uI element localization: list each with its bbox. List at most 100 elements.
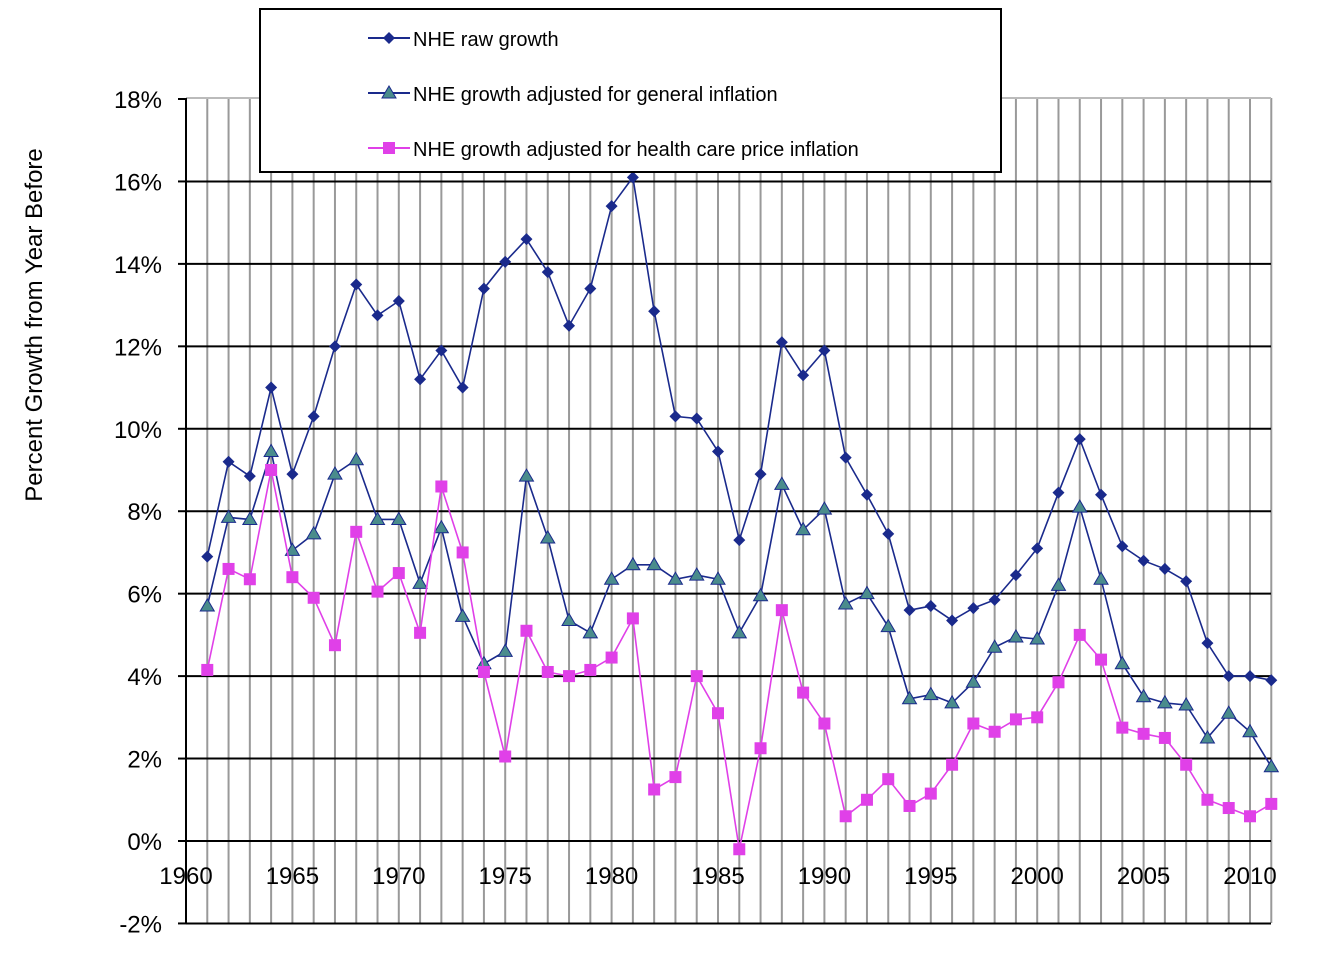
data-point: [561, 612, 577, 626]
data-point: [243, 470, 256, 483]
data-point: [414, 626, 427, 639]
data-point: [307, 410, 320, 423]
legend-item: NHE growth adjusted for general inflatio…: [368, 84, 778, 106]
data-point: [946, 758, 959, 771]
data-point: [541, 665, 554, 678]
data-point: [797, 369, 810, 382]
x-tick-label: 1970: [372, 863, 425, 890]
data-point: [626, 612, 639, 625]
y-tick-label: 8%: [127, 499, 162, 526]
data-point: [605, 200, 618, 213]
data-point: [710, 571, 726, 585]
x-tick-label: 1985: [691, 863, 744, 890]
data-point: [903, 604, 916, 617]
data-point: [922, 686, 939, 701]
data-point: [967, 717, 980, 730]
data-point: [456, 546, 469, 559]
data-point: [563, 670, 576, 683]
data-point: [1180, 758, 1193, 771]
data-point: [946, 614, 959, 627]
data-point: [414, 373, 427, 386]
data-point: [1116, 540, 1129, 553]
data-point: [1093, 571, 1109, 585]
series-group: [199, 171, 1280, 856]
legend: NHE raw growth NHE growth adjusted for ge…: [259, 8, 1002, 173]
data-point: [816, 501, 833, 515]
data-point: [1052, 486, 1065, 499]
y-tick-label: -2%: [119, 911, 162, 938]
data-point: [435, 344, 448, 357]
data-point: [944, 694, 960, 709]
legend-marker: [383, 142, 395, 154]
data-point: [392, 567, 405, 580]
data-point: [435, 480, 448, 493]
data-point: [1114, 655, 1131, 670]
data-point: [265, 381, 278, 394]
data-point: [839, 810, 852, 823]
data-point: [1201, 637, 1214, 650]
y-tick-label: 12%: [114, 334, 162, 361]
data-point: [1031, 711, 1044, 724]
data-point: [818, 717, 831, 730]
data-point: [754, 742, 767, 755]
series-3: [201, 464, 1278, 856]
data-point: [1222, 802, 1235, 815]
data-point: [582, 624, 599, 639]
data-point: [626, 171, 639, 184]
data-point: [1029, 631, 1046, 645]
data-point: [307, 591, 320, 604]
x-tick-label: 2000: [1011, 863, 1064, 890]
data-point: [605, 651, 618, 664]
data-point: [305, 525, 322, 540]
data-point: [328, 639, 341, 652]
data-point: [1137, 554, 1150, 567]
data-point: [1095, 653, 1108, 666]
data-point: [986, 639, 1003, 653]
x-axis: 1960 1965 1970 1975 1980 1985 1990 1995 2000 2005…: [159, 863, 1276, 890]
data-point: [1095, 488, 1108, 501]
data-point: [1220, 705, 1237, 719]
data-point: [541, 266, 554, 279]
legend-label: NHE growth adjusted for general inflatio…: [413, 84, 778, 106]
data-point: [731, 624, 748, 639]
data-point: [265, 464, 278, 476]
data-point: [860, 793, 873, 806]
y-tick-label: 14%: [114, 252, 162, 279]
data-point: [773, 476, 790, 490]
data-point: [625, 556, 641, 571]
data-point: [818, 344, 831, 357]
data-point: [1008, 628, 1024, 643]
legend-item: NHE raw growth: [368, 29, 559, 51]
data-point: [454, 608, 471, 622]
data-point: [284, 542, 301, 556]
data-point: [775, 604, 788, 617]
data-point: [1265, 797, 1278, 810]
legend-label: NHE raw growth: [413, 29, 559, 51]
data-point: [837, 595, 854, 610]
x-tick-label: 1975: [479, 863, 532, 890]
y-tick-label: 0%: [127, 829, 162, 856]
data-point: [688, 567, 705, 581]
data-point: [563, 319, 576, 332]
data-point: [1052, 676, 1065, 689]
data-point: [1116, 721, 1129, 734]
data-point: [1135, 688, 1152, 703]
data-point: [1222, 670, 1235, 683]
data-point: [880, 618, 897, 633]
data-point: [1244, 670, 1256, 683]
data-point: [390, 511, 407, 525]
data-point: [646, 556, 663, 571]
y-axis-label: Percent Growth from Year Before: [21, 148, 48, 502]
data-point: [263, 443, 279, 457]
data-point: [222, 562, 235, 575]
y-tick-label: 10%: [114, 417, 162, 444]
data-point: [797, 686, 810, 699]
x-tick-label: 2010: [1223, 863, 1276, 890]
data-point: [1199, 729, 1216, 744]
data-point: [924, 787, 937, 800]
x-tick-label: 1990: [798, 863, 851, 890]
data-point: [859, 585, 875, 600]
x-tick-label: 1995: [904, 863, 957, 890]
data-point: [412, 575, 428, 589]
data-point: [286, 571, 299, 584]
